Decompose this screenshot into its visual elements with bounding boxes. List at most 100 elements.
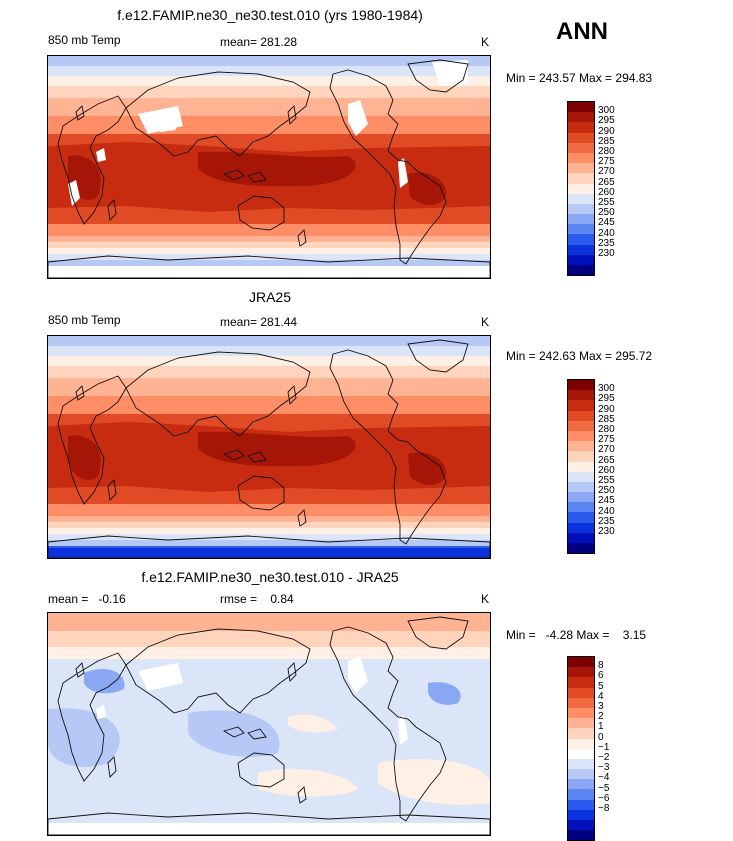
colorbar-swatch — [568, 163, 594, 174]
colorbar-swatch — [568, 481, 594, 493]
colorbar-swatch — [568, 512, 594, 523]
masked-region — [96, 705, 106, 719]
coastline — [297, 229, 307, 247]
panel-2-map — [47, 335, 491, 559]
colorbar-swatch — [568, 122, 594, 133]
colorbar-tick-label: 2 — [598, 711, 604, 723]
temp-band — [48, 254, 490, 260]
colorbar-swatch — [568, 193, 594, 204]
temp-band — [48, 522, 490, 528]
colorbar-tick-label: −5 — [598, 782, 610, 794]
diff-region — [84, 668, 125, 694]
colorbar-swatch — [568, 203, 594, 215]
coastline — [287, 385, 297, 405]
temp-band — [48, 548, 490, 558]
colorbar-swatch — [568, 420, 594, 431]
diff-region — [258, 768, 358, 797]
panel-1-map — [47, 55, 491, 279]
temp-band — [48, 528, 490, 534]
colorbar-swatch — [568, 112, 594, 123]
colorbar-swatch — [568, 532, 594, 543]
colorbar-tick-label: 270 — [598, 166, 615, 178]
warm-pool — [408, 172, 447, 205]
coastline — [247, 171, 267, 183]
panel-1-units: K — [481, 35, 490, 49]
coastline — [57, 652, 127, 782]
colorbar-swatch — [568, 152, 594, 164]
temp-band — [48, 242, 490, 248]
colorbar-tick-label: 230 — [598, 526, 615, 537]
colorbar-swatch — [568, 132, 594, 143]
temp-band — [48, 540, 490, 546]
coastline — [57, 375, 127, 505]
colorbar-swatch — [568, 265, 594, 276]
panel-3-colorbar — [567, 656, 595, 841]
colorbar-tick-label: 255 — [598, 197, 615, 208]
colorbar-tick-label: 230 — [598, 248, 615, 259]
colorbar-swatch — [568, 430, 594, 442]
colorbar-tick-label: −3 — [598, 762, 610, 774]
masked-region — [432, 60, 468, 86]
colorbar-tick-label: 285 — [598, 135, 615, 147]
masked-region — [348, 100, 368, 136]
masked-region — [96, 148, 106, 162]
colorbar-swatch — [568, 707, 594, 719]
temp-band — [48, 86, 490, 98]
diff-band — [48, 647, 490, 659]
colorbar-tick-label: 250 — [598, 485, 615, 497]
colorbar-tick-label: 6 — [598, 670, 604, 682]
temp-band — [48, 248, 490, 254]
colorbar-swatch — [568, 820, 594, 831]
coastline — [329, 349, 447, 545]
colorbar-tick-label: 300 — [598, 383, 615, 395]
coastline — [222, 726, 245, 738]
colorbar-tick-label: 240 — [598, 227, 615, 239]
coastline — [407, 339, 469, 373]
colorbar-tick-label: 295 — [598, 115, 615, 127]
colorbar-swatch — [568, 543, 594, 554]
colorbar-swatch — [568, 224, 594, 235]
diff-region — [288, 714, 338, 733]
panel-1-colorbar — [567, 101, 595, 277]
panel-1-title: f.e12.FAMIP.ne30_ne30.test.010 (yrs 1980… — [117, 7, 423, 23]
coastline — [57, 95, 127, 225]
panel-2-mean: mean= 281.44 — [220, 315, 298, 329]
colorbar-swatch — [568, 728, 594, 739]
colorbar-tick-label: 290 — [598, 403, 615, 415]
colorbar-tick-label: 280 — [598, 424, 615, 435]
masked-region — [138, 663, 183, 691]
colorbar-tick-label: 1 — [598, 721, 604, 733]
coastline — [247, 451, 267, 463]
colorbar-tick-label: 235 — [598, 515, 615, 527]
temp-band — [48, 66, 490, 76]
colorbar-tick-label: 245 — [598, 217, 615, 229]
colorbar-swatch — [568, 173, 594, 184]
panel-2-minmax: Min = 242.63 Max = 295.72 — [506, 349, 653, 363]
colorbar-swatch — [568, 758, 594, 770]
panel-2-colorbar — [567, 379, 595, 555]
panel-3-units: K — [481, 592, 490, 606]
colorbar-tick-label: −4 — [598, 772, 610, 784]
colorbar-swatch — [568, 380, 594, 391]
coastline — [329, 626, 447, 822]
coastline — [48, 535, 490, 558]
coastline — [75, 105, 85, 121]
temp-band — [48, 98, 490, 116]
warm-pool — [198, 151, 356, 187]
coastline — [107, 199, 117, 221]
colorbar-swatch — [568, 390, 594, 401]
colorbar-tick-label: 250 — [598, 207, 615, 219]
temp-band — [48, 56, 490, 66]
coastline — [329, 69, 447, 265]
masked-region — [398, 715, 408, 745]
colorbar-tick-label: 265 — [598, 176, 615, 188]
colorbar-tick-label: −8 — [598, 803, 610, 814]
coastline — [237, 195, 285, 231]
colorbar-swatch — [568, 809, 594, 820]
diff-region — [188, 710, 280, 757]
coastline — [237, 475, 285, 511]
colorbar-swatch — [568, 400, 594, 411]
colorbar-swatch — [568, 234, 594, 245]
coastline — [297, 509, 307, 527]
colorbar-tick-label: 295 — [598, 393, 615, 405]
